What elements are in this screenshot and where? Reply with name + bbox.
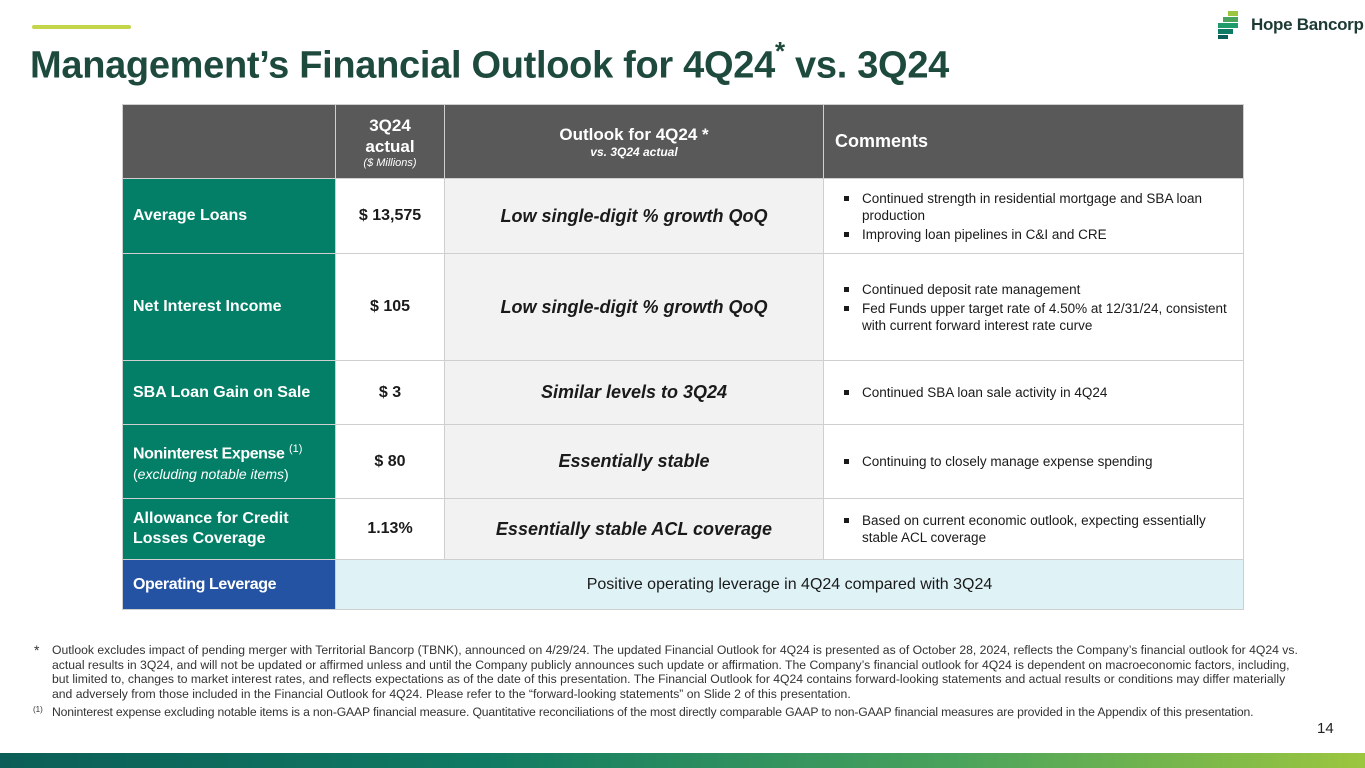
row-label-sba-loan-gain: SBA Loan Gain on Sale	[122, 360, 336, 425]
footnote-ref-1: (1)	[289, 442, 303, 455]
row-actual-noninterest-expense: $ 80	[335, 424, 445, 499]
bottom-gradient-bar	[0, 753, 1365, 768]
row-actual-sba-loan-gain: $ 3	[335, 360, 445, 425]
row-comments-net-interest-income: Continued deposit rate management Fed Fu…	[823, 253, 1244, 361]
header-outlook-title: Outlook for 4Q24 *	[559, 125, 709, 144]
footnotes: * Outlook excludes impact of pending mer…	[33, 643, 1303, 720]
comment-bullet: Fed Funds upper target rate of 4.50% at …	[840, 300, 1233, 334]
brand-name: Hope Bancorp	[1251, 15, 1364, 34]
header-3q24-actual-unit: ($ Millions)	[363, 156, 417, 169]
row-label-noninterest-expense-sub: (excluding notable items)	[133, 466, 289, 483]
table-row-average-loans: Average Loans $ 13,575 Low single-digit …	[122, 178, 1244, 254]
table-row-sba-loan-gain: SBA Loan Gain on Sale $ 3 Similar levels…	[122, 360, 1244, 425]
page-title-text: Management’s Financial Outlook for 4Q24	[30, 44, 775, 87]
header-3q24-actual-title: 3Q24 actual	[365, 115, 415, 156]
row-comments-average-loans: Continued strength in residential mortga…	[823, 178, 1244, 254]
row-outlook-allowance-credit-losses: Essentially stable ACL coverage	[444, 498, 824, 560]
row-value-operating-leverage: Positive operating leverage in 4Q24 comp…	[335, 559, 1244, 610]
table-header-row: 3Q24 actual ($ Millions) Outlook for 4Q2…	[122, 104, 1244, 179]
comment-bullet: Continued deposit rate management	[840, 281, 1233, 298]
row-outlook-sba-loan-gain: Similar levels to 3Q24	[444, 360, 824, 425]
footnote-star: * Outlook excludes impact of pending mer…	[33, 643, 1303, 701]
comment-bullet: Improving loan pipelines in C&I and CRE	[840, 226, 1233, 243]
footnote-star-text: Outlook excludes impact of pending merge…	[52, 643, 1298, 701]
row-outlook-average-loans: Low single-digit % growth QoQ	[444, 178, 824, 254]
title-accent-line	[32, 25, 131, 29]
row-label-net-interest-income: Net Interest Income	[122, 253, 336, 361]
header-comments: Comments	[823, 104, 1244, 179]
footnote-1-mark: (1)	[33, 705, 43, 714]
row-label-noninterest-expense-text: Noninterest Expense	[133, 445, 285, 463]
title-asterisk: *	[774, 36, 785, 66]
row-label-noninterest-expense-sub-text: excluding notable items	[137, 466, 284, 483]
row-actual-allowance-credit-losses: 1.13%	[335, 498, 445, 560]
header-outlook-4q24: Outlook for 4Q24 * vs. 3Q24 actual	[444, 104, 824, 179]
table-row-net-interest-income: Net Interest Income $ 105 Low single-dig…	[122, 253, 1244, 361]
page-title: Management’s Financial Outlook for 4Q24*…	[30, 36, 949, 88]
row-label-average-loans: Average Loans	[122, 178, 336, 254]
row-comments-allowance-credit-losses: Based on current economic outlook, expec…	[823, 498, 1244, 560]
footnote-star-mark: *	[34, 642, 40, 658]
brand-logo: Hope Bancorp	[1217, 10, 1364, 40]
row-actual-average-loans: $ 13,575	[335, 178, 445, 254]
row-actual-net-interest-income: $ 105	[335, 253, 445, 361]
page-title-suffix: vs. 3Q24	[784, 44, 949, 87]
hope-bancorp-logo-icon	[1218, 11, 1238, 39]
header-3q24-actual: 3Q24 actual ($ Millions)	[335, 104, 445, 179]
row-label-noninterest-expense: Noninterest Expense (1) (excluding notab…	[122, 424, 336, 499]
table-row-allowance-credit-losses: Allowance for Credit Losses Coverage 1.1…	[122, 498, 1244, 560]
row-outlook-noninterest-expense: Essentially stable	[444, 424, 824, 499]
header-corner-cell	[122, 104, 336, 179]
page-number: 14	[1317, 720, 1334, 737]
comment-bullet: Continued strength in residential mortga…	[840, 190, 1233, 224]
row-comments-noninterest-expense: Continuing to closely manage expense spe…	[823, 424, 1244, 499]
table-row-noninterest-expense: Noninterest Expense (1) (excluding notab…	[122, 424, 1244, 499]
footnote-1-text: Noninterest expense excluding notable it…	[52, 705, 1254, 719]
row-outlook-net-interest-income: Low single-digit % growth QoQ	[444, 253, 824, 361]
row-label-operating-leverage: Operating Leverage	[122, 559, 336, 610]
comment-bullet: Continued SBA loan sale activity in 4Q24	[840, 384, 1233, 401]
row-label-allowance-credit-losses: Allowance for Credit Losses Coverage	[122, 498, 336, 560]
table-row-operating-leverage: Operating Leverage Positive operating le…	[122, 559, 1244, 610]
footnote-1: (1) Noninterest expense excluding notabl…	[33, 705, 1303, 720]
row-comments-sba-loan-gain: Continued SBA loan sale activity in 4Q24	[823, 360, 1244, 425]
comment-bullet: Continuing to closely manage expense spe…	[840, 453, 1233, 470]
comment-bullet: Based on current economic outlook, expec…	[840, 512, 1233, 546]
financial-outlook-table: 3Q24 actual ($ Millions) Outlook for 4Q2…	[122, 104, 1244, 610]
header-outlook-subtitle: vs. 3Q24 actual	[590, 145, 678, 159]
